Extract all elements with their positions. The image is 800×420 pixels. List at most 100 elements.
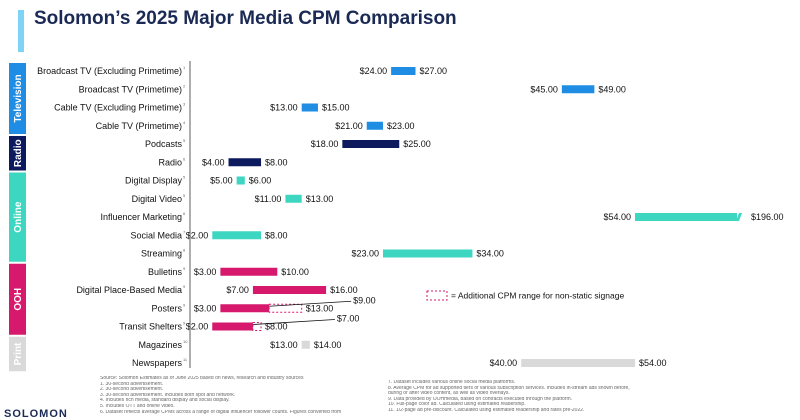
title-accent-bar [18,10,24,52]
footnote: 7. Dataset includes various online socia… [388,380,516,385]
value-label-high: $27.00 [420,66,448,76]
footnote-marker: 5 [183,175,186,180]
solomon-logo: SOLOMON [4,408,68,420]
bar-cable-tv-primetime- [366,121,383,130]
category-label: Digital Video [132,194,182,204]
leader-line [269,300,352,307]
footnote-marker: 8 [183,248,186,253]
value-label-high: $15.00 [322,103,350,113]
value-label-low: $18.00 [311,139,339,149]
value-label-low: $21.00 [335,121,363,131]
band-online [9,172,26,262]
bar-posters [220,304,270,313]
footnote-marker: 9 [183,321,186,326]
value-label-low: $13.00 [270,103,298,113]
category-label: Radio [158,157,182,167]
footnote: 1. 30-second advertisement. [100,381,164,387]
footnote-marker: 9 [183,266,186,271]
value-label-high: $8.00 [265,230,288,240]
category-label: Newspapers [132,358,183,368]
bar-radio [228,158,262,167]
value-label-high: $7.00 [337,314,360,324]
value-label-high: $13.00 [306,194,334,204]
footnote: 2. 30-second advertisement. [100,387,164,393]
value-label-high: $23.00 [387,121,415,131]
category-label: Social Media [130,230,182,240]
footnote-marker: 1 [183,65,186,70]
category-label: Digital Display [125,176,183,186]
category-label: Posters [151,303,182,313]
value-label-low: $2.00 [186,322,209,332]
footnote-marker: 9 [183,284,186,289]
bar-magazines [301,340,310,349]
footnote-marker: 4 [183,120,186,125]
footnote-marker: 7 [183,229,186,234]
bar-digital-display [236,176,245,185]
value-label-high: $9.00 [353,295,376,305]
footnote-marker: 9 [183,302,186,307]
value-label-high: $10.00 [281,267,309,277]
value-label-high: $25.00 [403,139,431,149]
footnote-marker: 11 [183,357,188,362]
legend-dashed-swatch [426,290,448,301]
legend-text: = Additional CPM range for non-static si… [451,291,624,301]
band-print [9,336,26,372]
footnote-marker: 6 [183,156,186,161]
value-label-high: $16.00 [330,285,358,295]
leader-line [252,319,335,325]
category-label: Broadcast TV (Excluding Primetime) [37,66,182,76]
bar-extension-non-static [252,322,262,331]
bar-podcasts [342,140,400,148]
category-label: Podcasts [145,139,183,149]
footnote: 5. Includes OTT and online video. [100,403,175,409]
value-label-high: $6.00 [249,176,272,186]
band-label-online: Online [13,201,24,233]
category-label: Transit Shelters [119,322,182,332]
footnote: 4. Includes rich media, standard display… [100,398,230,404]
footnotes-right: 7. Dataset includes various online socia… [388,380,788,414]
value-label-high: $54.00 [639,358,667,368]
value-label-low: $4.00 [202,157,225,167]
value-label-high: $49.00 [598,84,626,94]
footnote: 10. Full-page color ad. Calculated using… [388,402,526,408]
category-label: Streaming [141,249,182,259]
footnote: 9. Data provided by OOHmedia, based on c… [388,396,572,402]
value-label-low: $5.00 [210,176,233,186]
value-label-extended: $13.00 [306,303,334,313]
footnote-source: Source: Solomon Estimates as of June 202… [100,376,304,381]
band-label-television: Television [13,74,24,122]
footnote-marker: 3 [183,102,186,107]
band-label-ooh: OOH [13,288,24,311]
footnote-marker: 6 [183,211,186,216]
value-label-extended: $8.00 [265,322,288,332]
value-label-low: $54.00 [603,212,631,222]
value-label-low: $11.00 [255,194,282,204]
value-label-low: $24.00 [360,66,388,76]
bar-broadcast-tv-primetime- [561,85,595,94]
value-label-low: $2.00 [186,230,209,240]
bar-digital-place-based-media [252,286,327,294]
category-label: Influencer Marketing [100,212,182,222]
footnote: 6. Dataset reflects average CPMs across … [100,409,342,415]
bar-broadcast-tv-excluding-primetime- [391,67,416,75]
footnote-marker: 5 [183,138,186,143]
page-title: Solomon’s 2025 Major Media CPM Compariso… [34,8,457,29]
bar-influencer-marketing [635,213,737,221]
footnotes: Source: Solomon Estimates as of June 202… [100,376,790,419]
category-label: Broadcast TV (Primetime) [79,84,182,94]
band-ooh [9,263,26,335]
bar-social-media [212,231,262,240]
bar-break-segment [736,213,742,221]
value-label-high: $8.00 [265,157,288,167]
bar-extension-non-static [268,303,303,313]
band-television [9,63,26,134]
bar-transit-shelters [212,322,253,331]
footnote-marker: 5 [183,193,186,198]
bar-digital-video [285,194,302,203]
bar-cable-tv-excluding-primetime- [301,103,318,112]
value-label-low: $3.00 [194,267,217,277]
footnote-marker: 2 [183,83,186,88]
value-label-low: $7.00 [226,285,249,295]
footnotes-left: Source: Solomon Estimates as of June 202… [100,376,380,415]
band-radio [9,136,26,171]
